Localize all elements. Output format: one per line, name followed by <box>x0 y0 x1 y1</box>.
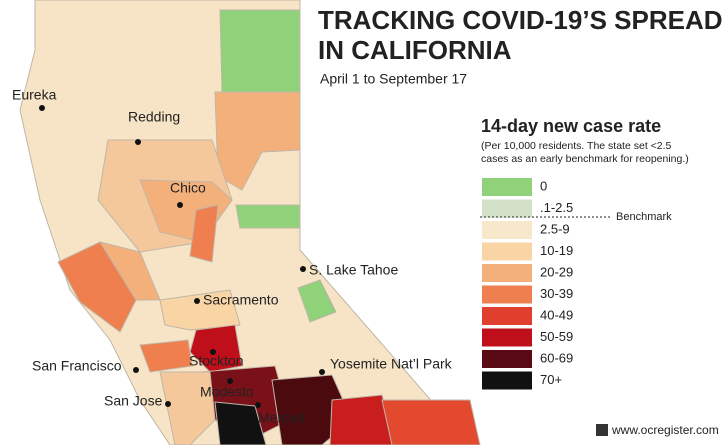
legend: 0 .1-2.5 2.5-9 10-19 20-29 30-39 40-49 50-59 60-… <box>482 178 573 390</box>
title-line: TRACKING COVID-19’S SPREAD <box>318 5 723 35</box>
legend-title: 14-day new case rate <box>481 116 661 136</box>
legend-label: 2.5-9 <box>540 221 570 236</box>
city-dot <box>177 202 183 208</box>
county <box>214 401 267 445</box>
city-dot <box>210 349 216 355</box>
legend-swatch <box>482 178 532 196</box>
county <box>189 324 243 373</box>
city-label: Modesto <box>200 384 254 400</box>
subtitle: April 1 to September 17 <box>320 71 467 87</box>
city-dot <box>135 139 141 145</box>
legend-label: 60-69 <box>540 350 573 365</box>
title-line: IN CALIFORNIA <box>318 35 512 65</box>
county <box>139 339 193 373</box>
benchmark-label: Benchmark <box>616 211 672 223</box>
county <box>329 394 397 445</box>
city-dot <box>319 369 325 375</box>
county <box>219 9 301 93</box>
city-dot <box>300 266 306 272</box>
legend-swatch <box>482 307 532 325</box>
legend-swatch <box>482 199 532 218</box>
legend-note: cases as an early benchmark for reopenin… <box>481 153 689 165</box>
city-dot <box>39 105 45 111</box>
california-map <box>19 0 481 445</box>
city-dot <box>255 402 261 408</box>
city-label: Merced <box>258 410 305 426</box>
city-label: San Francisco <box>32 358 122 374</box>
legend-label: 50-59 <box>540 329 573 344</box>
legend-label: 30-39 <box>540 286 573 301</box>
city-labels: Eureka Redding Chico S. Lake Tahoe Sacrament… <box>12 87 453 426</box>
watermark-icon <box>596 424 608 436</box>
county <box>235 204 301 229</box>
city-dot <box>194 298 200 304</box>
city-dot <box>133 367 139 373</box>
county <box>159 371 216 445</box>
legend-swatch <box>482 221 532 239</box>
legend-label: 10-19 <box>540 243 573 258</box>
city-label: Redding <box>128 109 180 125</box>
legend-swatch <box>482 264 532 282</box>
city-dot <box>165 401 171 407</box>
city-label: Chico <box>170 180 206 196</box>
city-label: Eureka <box>12 87 57 103</box>
city-label: San Jose <box>104 393 163 409</box>
city-label: Yosemite Nat’l Park <box>330 356 453 372</box>
legend-label: .1-2.5 <box>540 200 573 215</box>
county <box>57 241 137 333</box>
legend-swatch <box>482 371 532 390</box>
legend-swatch <box>482 242 532 261</box>
legend-label: 20-29 <box>540 264 573 279</box>
legend-swatch <box>482 350 532 368</box>
watermark: www.ocregister.com <box>611 423 719 437</box>
city-label: Sacramento <box>203 292 279 308</box>
legend-label: 70+ <box>540 372 562 387</box>
county <box>297 279 337 323</box>
legend-label: 40-49 <box>540 307 573 322</box>
city-dot <box>227 378 233 384</box>
legend-swatch <box>482 285 532 304</box>
legend-note: (Per 10,000 residents. The state set <2.… <box>481 140 672 152</box>
city-label: Stockton <box>189 353 243 369</box>
legend-swatch <box>482 328 532 347</box>
city-label: S. Lake Tahoe <box>309 262 398 278</box>
county <box>189 204 219 263</box>
legend-label: 0 <box>540 178 547 193</box>
county <box>381 399 481 445</box>
